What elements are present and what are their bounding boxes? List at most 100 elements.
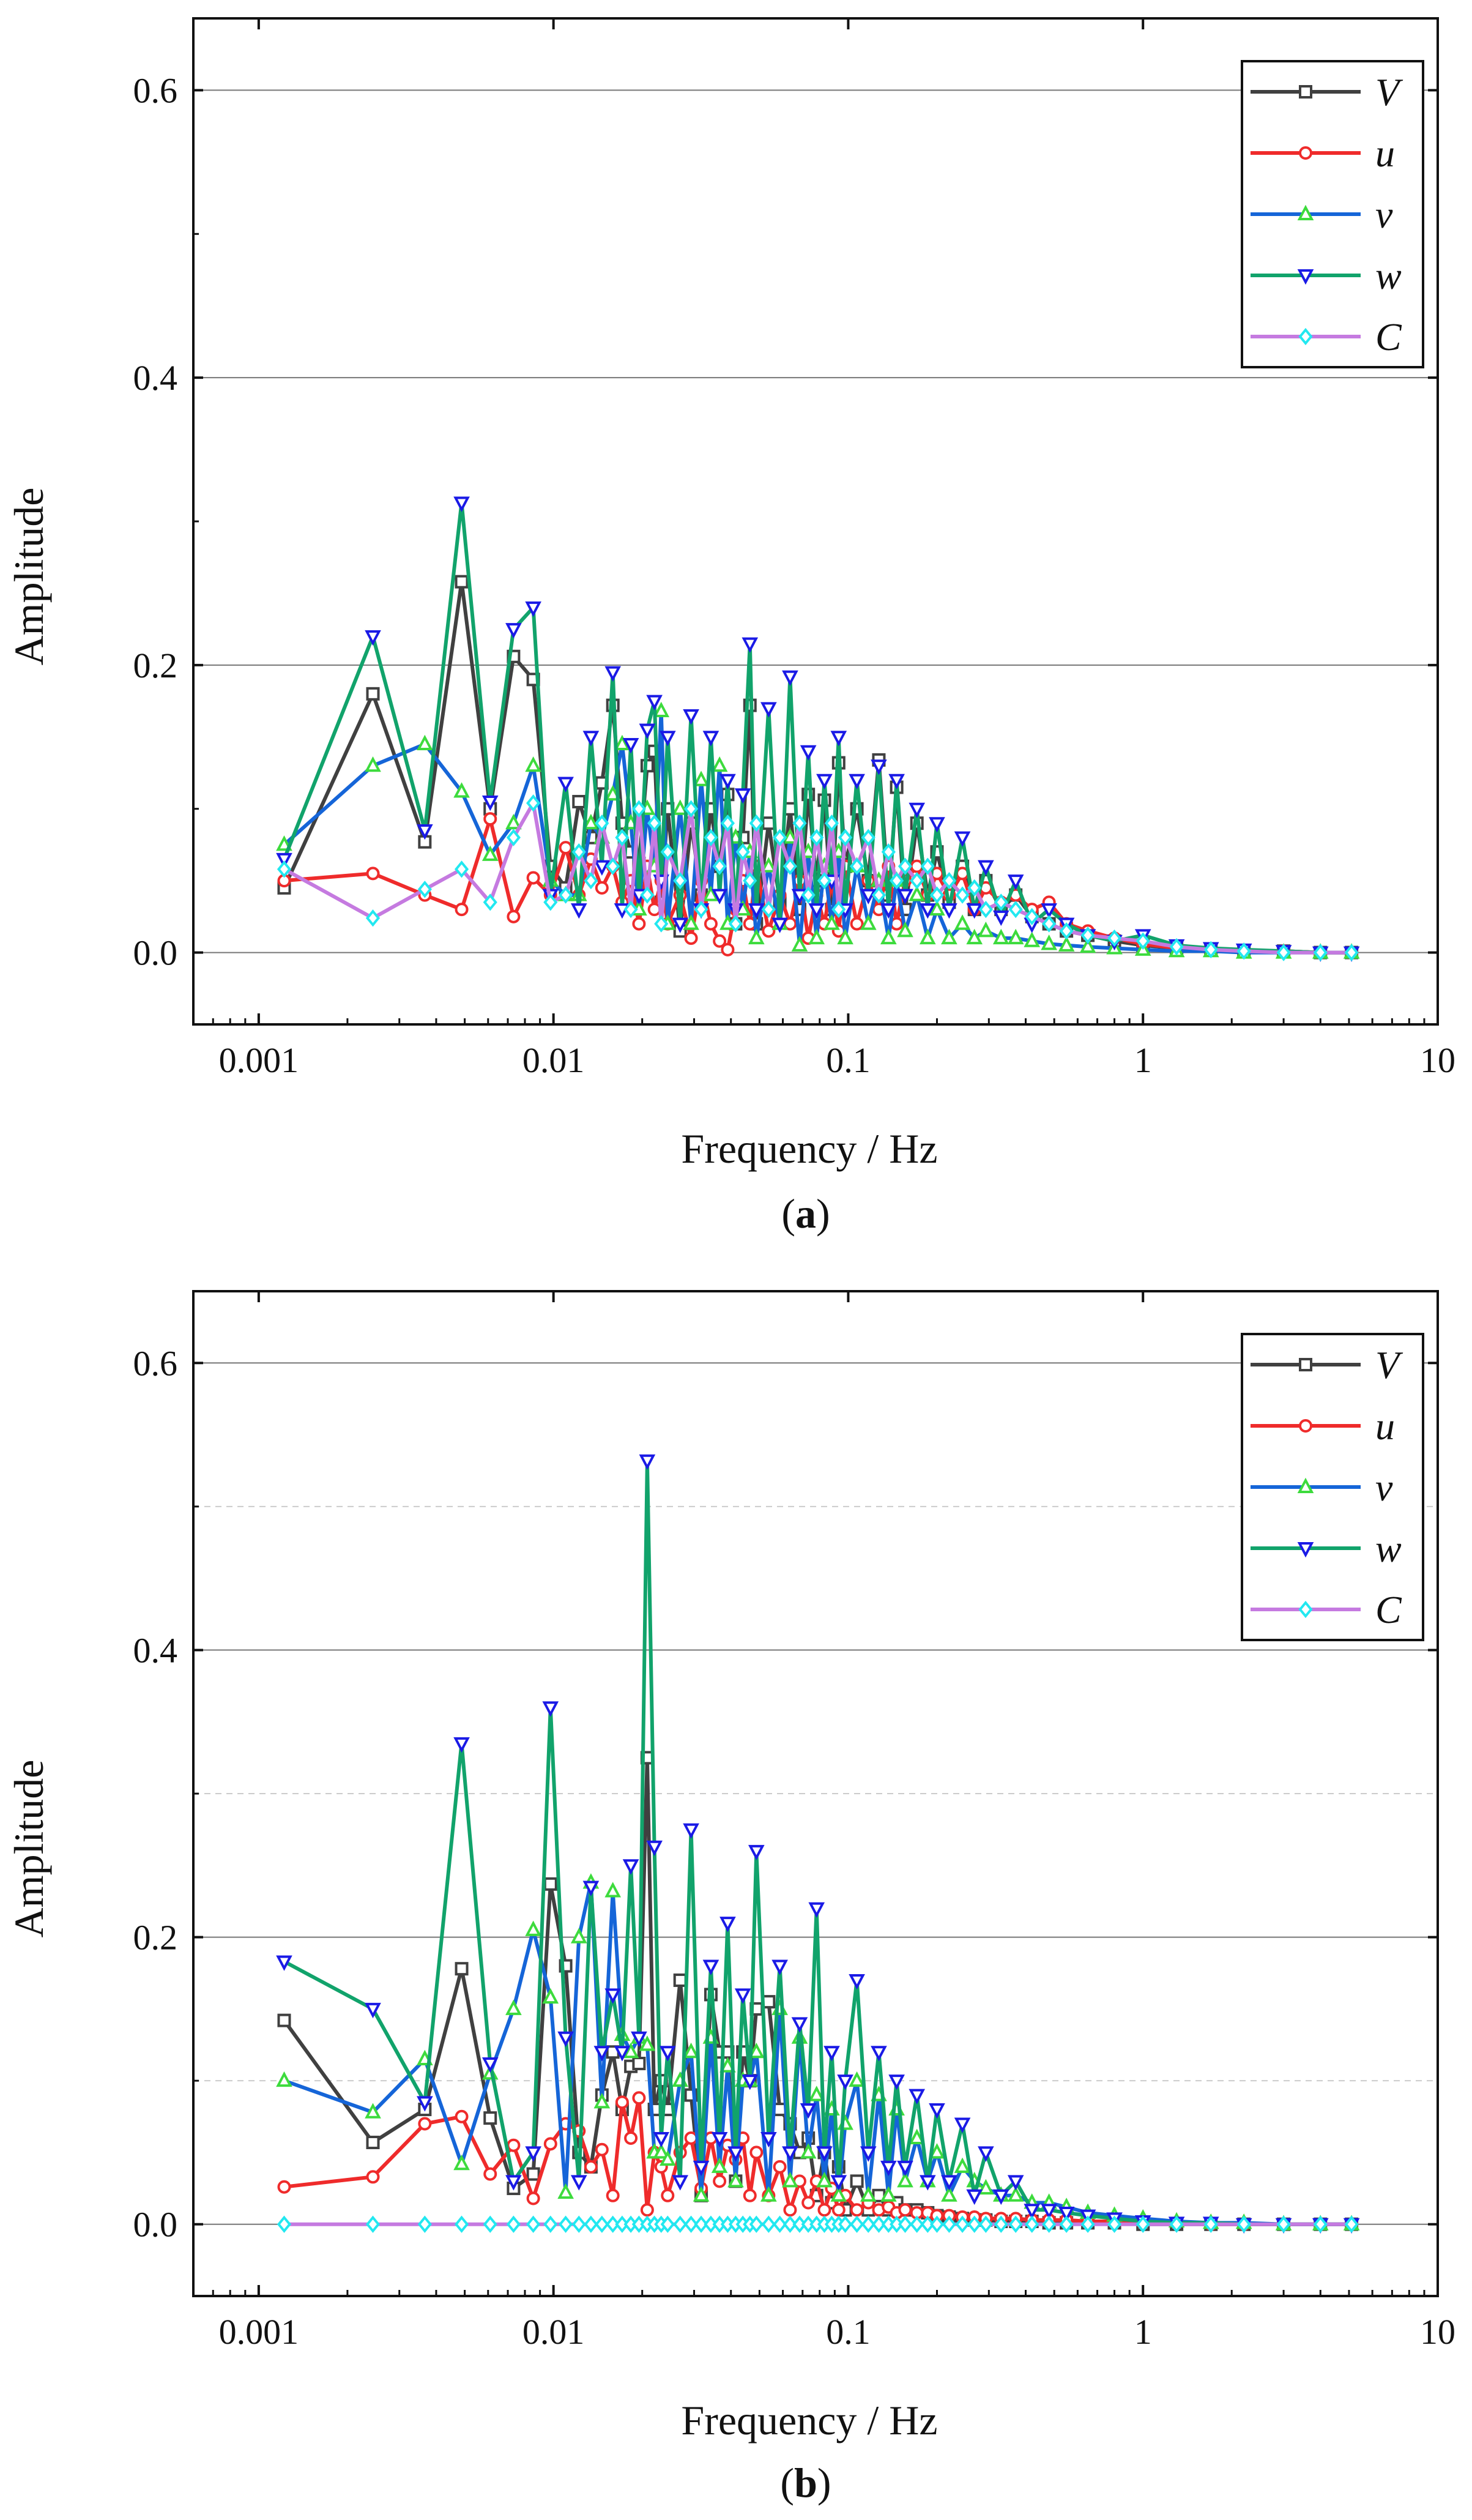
data-point-u bbox=[632, 917, 646, 931]
data-point-w bbox=[719, 774, 736, 790]
data-point-v bbox=[966, 928, 983, 945]
data-point-v bbox=[808, 928, 825, 945]
data-point-u bbox=[526, 2191, 540, 2205]
data-point-w bbox=[1007, 874, 1024, 890]
data-point-v bbox=[760, 857, 777, 873]
data-point-u bbox=[640, 2203, 654, 2217]
data-point-v bbox=[800, 2143, 817, 2159]
data-point-w bbox=[742, 637, 759, 653]
data-point-v bbox=[880, 928, 897, 945]
data-point-C bbox=[942, 2215, 956, 2233]
data-point-v bbox=[683, 914, 699, 930]
plot-area bbox=[276, 496, 1360, 962]
data-point-v bbox=[1079, 937, 1096, 953]
data-point-v bbox=[860, 914, 877, 930]
data-point-w bbox=[659, 731, 676, 747]
data-point-w bbox=[683, 1823, 699, 1839]
data-point-v bbox=[909, 2128, 926, 2144]
chart-panel-a: 0.0 0.2 0.4 0.6 0.001 0.01 0.1 1 10 Frequency / H… bbox=[6, 17, 1455, 1237]
data-point-C bbox=[483, 893, 497, 911]
data-point-w bbox=[830, 731, 847, 747]
legend-marker-V bbox=[1299, 1358, 1312, 1371]
data-point-v bbox=[929, 900, 945, 916]
data-point-w bbox=[929, 2103, 945, 2119]
data-point-v bbox=[453, 2154, 470, 2171]
legend-label-v: v bbox=[1375, 1466, 1393, 1509]
data-point-V bbox=[673, 1973, 687, 1987]
data-point-v bbox=[542, 1988, 559, 2004]
data-point-v bbox=[808, 2086, 825, 2101]
data-point-w bbox=[849, 1974, 865, 1990]
y-tick-label: 0.0 bbox=[133, 933, 178, 973]
data-point-V bbox=[366, 2136, 380, 2150]
data-point-w bbox=[871, 759, 887, 775]
data-point-w bbox=[897, 889, 913, 904]
data-point-v bbox=[760, 2186, 777, 2202]
data-point-w bbox=[639, 723, 656, 739]
data-point-w bbox=[683, 709, 699, 725]
data-point-v bbox=[672, 799, 689, 815]
data-point-u bbox=[615, 2095, 629, 2109]
panel-label: (b) bbox=[780, 2459, 831, 2506]
data-point-w bbox=[1041, 2204, 1057, 2220]
data-point-C bbox=[277, 860, 292, 878]
data-point-C bbox=[1080, 2215, 1095, 2233]
data-point-u bbox=[898, 2203, 912, 2217]
data-point-C bbox=[660, 843, 675, 861]
data-point-C bbox=[1276, 2215, 1291, 2233]
data-point-v bbox=[748, 2042, 765, 2059]
data-point-v bbox=[823, 914, 840, 930]
data-point-v bbox=[782, 2172, 798, 2188]
data-point-w bbox=[791, 2017, 808, 2033]
data-point-C bbox=[454, 860, 469, 878]
data-point-C bbox=[606, 857, 620, 875]
data-point-w bbox=[570, 903, 587, 919]
data-point-w bbox=[693, 2160, 710, 2177]
data-point-w bbox=[505, 2175, 522, 2191]
data-point-w bbox=[505, 623, 522, 639]
data-point-v bbox=[978, 922, 994, 938]
data-point-C bbox=[898, 857, 913, 875]
data-point-v bbox=[525, 756, 541, 772]
data-point-C bbox=[1059, 2215, 1074, 2233]
data-point-w bbox=[365, 2002, 381, 2019]
data-point-u bbox=[684, 931, 698, 945]
data-point-u bbox=[624, 2131, 638, 2145]
data-point-v bbox=[711, 756, 728, 772]
data-point-v bbox=[365, 2103, 381, 2119]
data-point-C bbox=[1236, 942, 1251, 960]
data-point-C bbox=[920, 857, 935, 875]
data-point-w bbox=[909, 802, 926, 819]
x-tick-label: 1 bbox=[1134, 1040, 1152, 1080]
data-point-C bbox=[365, 2215, 381, 2233]
data-point-w bbox=[659, 2046, 676, 2062]
data-point-v bbox=[791, 936, 808, 952]
data-point-C bbox=[640, 886, 655, 904]
data-point-w bbox=[1024, 2204, 1041, 2220]
data-point-C bbox=[1080, 926, 1095, 944]
data-point-C bbox=[910, 871, 924, 890]
data-point-w bbox=[966, 2189, 983, 2205]
data-point-C bbox=[417, 2215, 432, 2233]
data-point-C bbox=[1059, 922, 1074, 940]
data-point-C bbox=[417, 881, 432, 898]
data-point-v bbox=[727, 2172, 744, 2188]
data-point-v bbox=[954, 2157, 971, 2173]
data-point-C bbox=[1169, 2215, 1184, 2233]
data-point-C bbox=[1107, 2215, 1122, 2233]
data-point-w bbox=[830, 2175, 847, 2191]
data-point-C bbox=[773, 829, 787, 846]
legend-label-V: V bbox=[1375, 70, 1403, 114]
data-point-w bbox=[276, 852, 292, 869]
data-point-v bbox=[941, 928, 957, 945]
data-point-v bbox=[992, 928, 1009, 945]
data-point-V bbox=[762, 816, 776, 830]
data-point-u bbox=[366, 867, 380, 881]
data-point-u bbox=[850, 917, 864, 931]
data-point-C bbox=[1107, 929, 1122, 947]
legend-label-C: C bbox=[1375, 315, 1402, 359]
panel-label-close: ) bbox=[816, 1190, 830, 1237]
data-point-v bbox=[659, 2150, 676, 2166]
